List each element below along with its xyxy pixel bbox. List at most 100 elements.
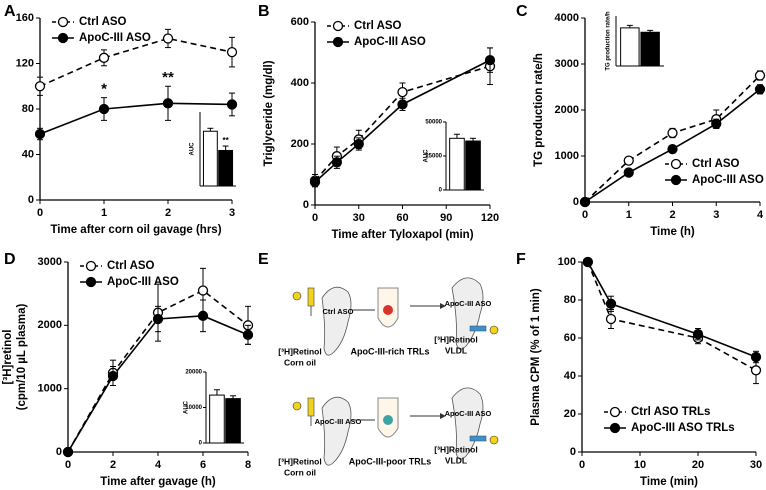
legend-marker bbox=[57, 16, 69, 28]
particles bbox=[383, 415, 393, 425]
radio-icon bbox=[489, 435, 499, 445]
inset-tick-label: 50000 bbox=[425, 120, 442, 126]
data-point bbox=[667, 127, 678, 139]
series-line bbox=[39, 102, 233, 135]
particles bbox=[383, 305, 393, 315]
x-tick-label: 4 bbox=[757, 209, 764, 221]
inset-tick-label: 20000 bbox=[185, 370, 202, 376]
legend-marker bbox=[670, 174, 682, 186]
legend-label: Ctrl ASO bbox=[107, 260, 155, 272]
data-point bbox=[623, 167, 634, 178]
y-tick-label: 40 bbox=[22, 148, 34, 160]
data-point bbox=[242, 329, 254, 340]
data-point bbox=[605, 313, 617, 325]
y-tick-label: 0 bbox=[303, 199, 309, 211]
data-point bbox=[62, 446, 74, 458]
data-point bbox=[667, 143, 678, 155]
legend-marker bbox=[670, 158, 682, 170]
inset-bar bbox=[640, 31, 660, 67]
data-point bbox=[34, 81, 46, 92]
panel-label: E bbox=[258, 251, 269, 268]
x-tick-label: 2 bbox=[669, 209, 675, 221]
inset-bar bbox=[209, 394, 225, 444]
data-point bbox=[162, 98, 174, 109]
y-tick-label: 40 bbox=[564, 370, 576, 382]
data-point bbox=[309, 176, 321, 188]
legend-marker bbox=[332, 36, 344, 48]
y-tick-label: 200 bbox=[291, 138, 309, 150]
legend-label: Ctrl ASO bbox=[79, 16, 127, 28]
legend-marker bbox=[609, 422, 621, 434]
arrow-head bbox=[440, 413, 446, 419]
y-tick-label: 60 bbox=[564, 332, 576, 344]
isotope-label: [³H]Retinol bbox=[278, 346, 321, 356]
inset-annotation: ** bbox=[222, 136, 229, 145]
legend-label: Ctrl ASO TRLs bbox=[631, 406, 710, 418]
x-axis-label: Time after gavage (h) bbox=[100, 476, 216, 488]
product-isotope-label: [³H]Retinol bbox=[434, 444, 477, 454]
data-point bbox=[397, 99, 408, 110]
panel-label: A bbox=[4, 3, 16, 20]
donor-label: ApoC-III ASO bbox=[315, 417, 362, 426]
x-tick-label: 30 bbox=[353, 212, 365, 224]
donor-label: Ctrl ASO bbox=[323, 307, 354, 316]
data-point bbox=[754, 84, 766, 95]
y-tick-label: 160 bbox=[16, 12, 34, 24]
data-point bbox=[226, 99, 238, 110]
isotope-label: [³H]Retinol bbox=[278, 456, 321, 466]
legend-label: ApoC-III ASO bbox=[79, 32, 151, 44]
x-tick-label: 2 bbox=[165, 207, 171, 219]
inset-bar bbox=[202, 130, 218, 187]
x-tick-label: 60 bbox=[396, 212, 408, 224]
x-tick-label: 0 bbox=[65, 459, 71, 471]
data-point bbox=[579, 196, 591, 208]
inset-bar bbox=[620, 27, 640, 67]
panel-label: B bbox=[258, 3, 270, 20]
data-point bbox=[107, 370, 119, 382]
x-tick-label: 20 bbox=[692, 459, 704, 471]
y-axis-label: Triglyceride (mg/dl) bbox=[263, 60, 275, 166]
y-tick-label: 80 bbox=[22, 103, 34, 115]
x-tick-label: 0 bbox=[37, 207, 43, 219]
data-point bbox=[152, 313, 164, 325]
y-tick-label: 0 bbox=[56, 446, 62, 458]
data-point bbox=[750, 365, 762, 376]
syringe bbox=[469, 325, 487, 332]
x-tick-label: 10 bbox=[634, 459, 646, 471]
data-point bbox=[754, 70, 766, 81]
y-tick-label: 80 bbox=[564, 294, 576, 306]
y-axis-label: TG production rate/h bbox=[533, 53, 545, 167]
y-tick-label: 2000 bbox=[38, 319, 62, 331]
series-line bbox=[39, 37, 233, 87]
inset-tick-label: 10000 bbox=[185, 405, 202, 411]
y-axis-label: [³H]retinol bbox=[2, 330, 14, 385]
panel-label: F bbox=[516, 251, 526, 268]
data-point bbox=[197, 285, 209, 296]
syringe bbox=[469, 435, 487, 442]
y-tick-label: 600 bbox=[291, 16, 309, 28]
data-point bbox=[605, 298, 617, 309]
inset-tick-label: 0 bbox=[199, 441, 203, 447]
x-axis-label: Time after corn oil gavage (hrs) bbox=[50, 224, 221, 236]
legend-marker bbox=[57, 32, 69, 44]
x-tick-label: 2 bbox=[110, 459, 116, 471]
data-point bbox=[162, 33, 174, 44]
legend-label: ApoC-III ASO TRLs bbox=[631, 422, 735, 434]
series-line bbox=[587, 261, 757, 371]
syringe bbox=[307, 287, 315, 307]
panel-label: D bbox=[4, 251, 16, 268]
y-tick-label: 0 bbox=[570, 446, 576, 458]
data-point bbox=[750, 351, 762, 363]
x-axis-label: Time (h) bbox=[650, 226, 695, 238]
x-axis-label: Time after Tyloxapol (min) bbox=[331, 229, 473, 241]
fraction-label: ApoC-III-rich TRLs bbox=[351, 346, 430, 356]
mouse bbox=[451, 387, 484, 460]
y-axis-label: Plasma CPM (% of 1 min) bbox=[530, 288, 542, 426]
data-point bbox=[353, 138, 364, 150]
legend-label: Ctrl ASO bbox=[692, 158, 740, 170]
inset-y-label: AUC bbox=[184, 400, 190, 414]
data-point bbox=[582, 256, 593, 268]
y-tick-label: 100 bbox=[558, 256, 576, 268]
data-point bbox=[711, 118, 722, 129]
y-tick-label: 1000 bbox=[38, 383, 62, 395]
